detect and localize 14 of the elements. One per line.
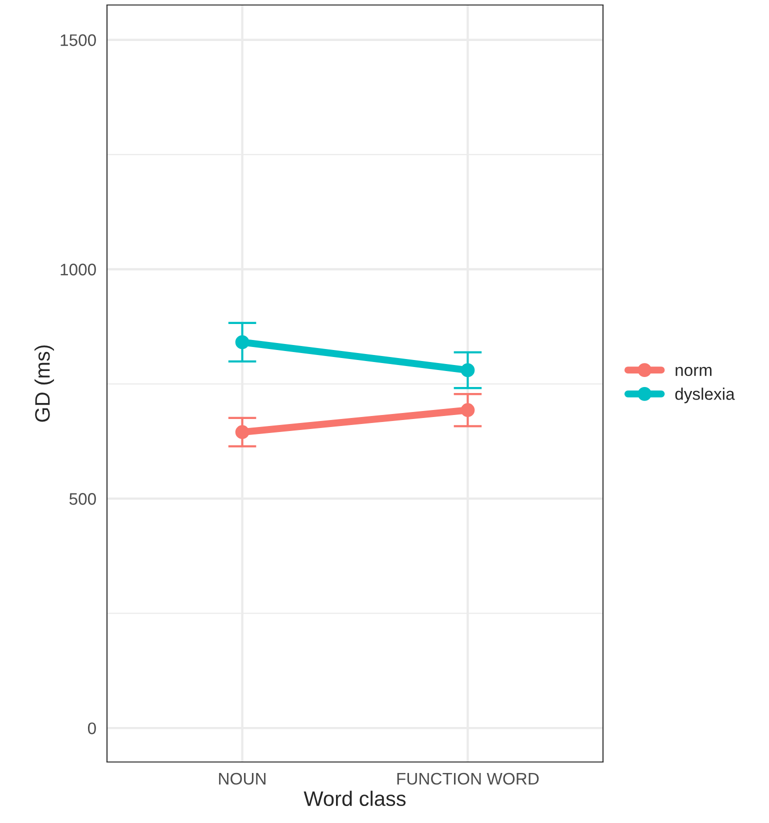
y-tick-label: 500 — [69, 493, 96, 505]
y-tick-label: 1000 — [60, 264, 96, 276]
legend-label: norm — [676, 366, 712, 376]
x-tick-label: FUNCTION WORD — [397, 772, 539, 785]
y-tick-label: 0 — [88, 722, 96, 734]
x-axis-title: Word class — [304, 790, 406, 806]
point — [460, 363, 475, 378]
point — [460, 403, 475, 418]
point — [235, 425, 250, 440]
x-tick-label: NOUN — [219, 772, 266, 785]
legend-label: dyslexia — [675, 388, 735, 404]
point — [235, 335, 250, 350]
y-axis-title: GD (ms) — [34, 345, 54, 422]
y-tick-label: 1500 — [60, 34, 96, 46]
